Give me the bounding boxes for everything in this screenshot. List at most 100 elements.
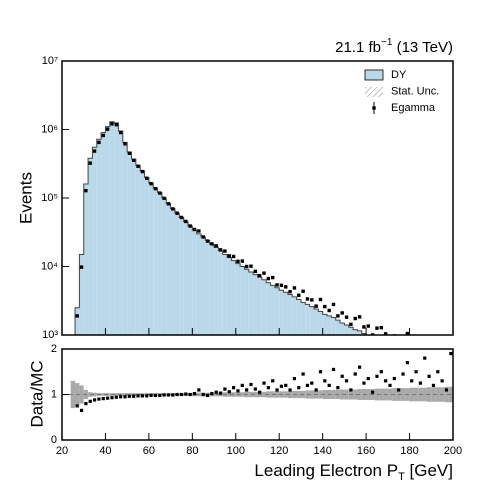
mc-bar (170, 208, 175, 335)
mc-bar (75, 307, 80, 335)
legend: DY Stat. Unc. Egamma (364, 69, 439, 114)
mc-bar (157, 192, 162, 335)
unc-band (114, 393, 119, 396)
mc-bar (122, 142, 128, 335)
data-point (240, 259, 244, 263)
ratio-point (331, 367, 336, 372)
data-point (110, 122, 114, 126)
data-point (379, 325, 384, 330)
ratio-point (179, 392, 184, 397)
ratio-point (119, 395, 123, 399)
mc-bar (322, 314, 328, 335)
data-point (145, 176, 149, 180)
ratio-point (440, 379, 444, 383)
data-point (201, 235, 205, 239)
mc-bar (161, 198, 167, 335)
ratio-plot-area (62, 351, 453, 413)
mc-bar (192, 230, 197, 335)
mc-bar (248, 272, 254, 335)
unc-band (127, 393, 132, 396)
ratio-point (149, 393, 153, 398)
x-tick-label: 180 (400, 445, 418, 457)
data-point (266, 276, 271, 281)
data-point (336, 314, 340, 318)
data-point (414, 338, 417, 341)
x-axis-label: Leading Electron PT [GeV] (254, 461, 453, 482)
data-point (210, 242, 214, 246)
data-point (323, 304, 327, 309)
ratio-point (145, 394, 149, 398)
unc-band (435, 387, 440, 402)
x-tick-label: 140 (313, 445, 331, 457)
ratio-point (340, 374, 344, 378)
data-point (427, 345, 430, 348)
ratio-point (158, 393, 162, 398)
data-point (179, 215, 184, 220)
mc-bar (348, 327, 354, 335)
ratio-point (388, 383, 392, 387)
y-axis-label: Events (16, 172, 35, 224)
main-frame (61, 60, 454, 336)
ratio-point (110, 396, 114, 400)
unc-band (387, 388, 393, 401)
ratio-point (101, 396, 105, 401)
data-point (318, 297, 323, 302)
ratio-y-tick-label: 0 (51, 434, 57, 446)
data-point (353, 316, 357, 321)
mc-bar (296, 299, 301, 335)
mc-bar (174, 213, 180, 335)
ratio-point (236, 389, 240, 393)
ratio-point (297, 386, 301, 390)
x-tick-label: 120 (270, 445, 288, 457)
data-point (166, 202, 171, 206)
unc-band (353, 389, 358, 400)
data-point (292, 286, 297, 290)
unc-band (400, 388, 406, 401)
ratio-point (284, 383, 288, 387)
mc-bar (218, 250, 223, 335)
ratio-point (336, 386, 340, 390)
mc-bar (305, 304, 310, 335)
ratio-point (444, 388, 449, 392)
data-point (223, 249, 227, 253)
ratio-point (349, 388, 353, 392)
ratio-point (275, 388, 279, 392)
data-point (449, 343, 452, 346)
ratio-point (397, 388, 401, 392)
mc-bar (222, 254, 228, 335)
ratio-point (184, 392, 188, 396)
data-point (227, 254, 231, 258)
mc-bar (140, 170, 145, 335)
mc-bar (279, 290, 284, 335)
unc-band (227, 392, 232, 397)
mc-bar (340, 322, 345, 335)
mc-bar (300, 302, 306, 335)
ratio-point (327, 383, 331, 387)
data-point (344, 315, 349, 319)
mc-bar (205, 240, 210, 335)
data-point (184, 219, 188, 224)
mc-bar (209, 244, 215, 335)
data-point (331, 302, 336, 307)
legend-label: Stat. Unc. (391, 85, 439, 97)
ratio-point (357, 365, 362, 369)
data-point (149, 181, 153, 186)
ratio-point (258, 390, 262, 394)
data-point (188, 224, 192, 228)
ratio-point (127, 394, 131, 398)
ratio-point (410, 379, 414, 383)
axes: 10³ 10⁴ 10⁵ 10⁶ 10⁷ DY Stat. Unc. Egamma 0 1 2 20 40… (41, 55, 462, 457)
ratio-point (88, 399, 92, 403)
ratio-point (301, 372, 305, 376)
data-point (445, 358, 448, 361)
data-point (314, 304, 318, 308)
unc-band (101, 393, 106, 396)
ratio-point (266, 386, 270, 390)
x-tick-label: 80 (186, 445, 198, 457)
ratio-point (84, 402, 88, 406)
unc-band (296, 390, 301, 399)
ratio-point (392, 376, 396, 381)
mc-bar (292, 296, 297, 335)
ratio-point (214, 390, 218, 394)
